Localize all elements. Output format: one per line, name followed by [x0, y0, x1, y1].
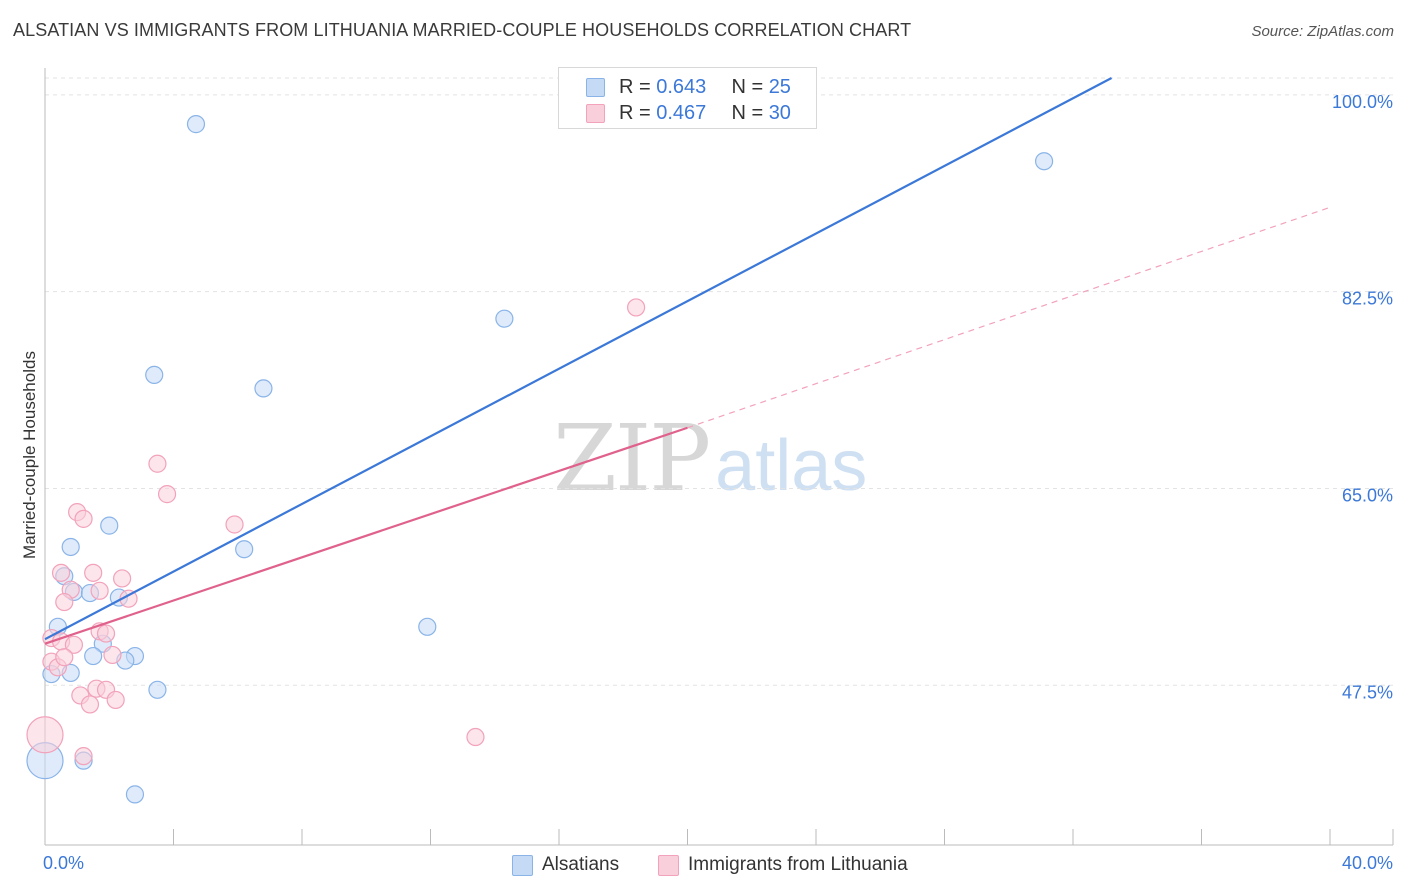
data-point-alsatians [495, 309, 514, 328]
data-point-alsatians [145, 365, 164, 385]
legend-row-alsatians: R = 0.643 N = 25 [586, 75, 791, 99]
correlation-legend: R = 0.643 N = 25 R = 0.467 N = 30 [558, 67, 817, 129]
data-point-lithuania [90, 581, 109, 600]
chart-title: ALSATIAN VS IMMIGRANTS FROM LITHUANIA MA… [13, 20, 912, 40]
data-point-lithuania [157, 485, 177, 504]
data-point-alsatians [235, 540, 254, 559]
data-point-lithuania [26, 716, 64, 754]
data-point-lithuania [80, 695, 100, 714]
legend-n-value: 25 [768, 75, 791, 98]
data-point-lithuania [55, 648, 74, 667]
legend-r-value: 0.643 [656, 75, 707, 98]
data-point-alsatians [100, 516, 119, 535]
data-point-lithuania [74, 509, 93, 528]
data-point-lithuania [74, 747, 93, 766]
data-point-alsatians [125, 785, 145, 804]
data-point-lithuania [84, 563, 103, 582]
data-point-lithuania [148, 454, 167, 473]
series-label-alsatians: Alsatians [542, 854, 620, 875]
data-point-lithuania [466, 727, 485, 747]
legend-n-label: N = [731, 101, 769, 124]
series-legend-lithuania[interactable]: Immigrants from Lithuania [658, 852, 908, 878]
series-label-lithuania: Immigrants from Lithuania [688, 854, 908, 875]
data-point-alsatians [84, 646, 103, 666]
x-tick-label: 40.0% [1342, 853, 1393, 873]
legend-n-label: N = [731, 75, 769, 98]
data-point-alsatians [1034, 152, 1054, 171]
trend-line-alsatians [44, 77, 1113, 641]
legend-r-label: R = [619, 101, 657, 124]
trend-line-lithuania [44, 426, 688, 645]
y-tick-label: 65.0% [1342, 485, 1393, 505]
data-point-alsatians [61, 537, 80, 557]
legend-row-lithuania: R = 0.467 N = 30 [586, 101, 791, 125]
data-point-lithuania [55, 592, 74, 612]
data-point-lithuania [626, 298, 646, 317]
legend-n-value: 30 [768, 101, 791, 124]
data-point-alsatians [254, 379, 273, 398]
legend-swatch-alsatians [586, 77, 605, 97]
data-point-lithuania [103, 645, 122, 665]
source-label: Source: ZipAtlas.com [1251, 23, 1394, 40]
y-tick-label: 100.0% [1332, 92, 1393, 112]
x-tick-label: 0.0% [43, 853, 84, 873]
legend-r-value: 0.467 [656, 101, 707, 124]
data-point-alsatians [186, 115, 206, 134]
data-point-lithuania [112, 569, 132, 588]
series-legend-alsatians[interactable]: Alsatians [512, 852, 619, 878]
data-point-lithuania [225, 515, 244, 534]
data-point-alsatians [418, 617, 437, 636]
data-point-lithuania [51, 563, 71, 582]
data-point-lithuania [106, 690, 125, 710]
series-legend: Alsatians Immigrants from Lithuania [0, 852, 1406, 878]
legend-swatch-lithuania [586, 103, 605, 123]
data-point-lithuania [64, 635, 84, 654]
y-tick-label: 82.5% [1342, 289, 1393, 309]
y-tick-label: 47.5% [1342, 682, 1393, 702]
series-swatch-alsatians [512, 854, 533, 876]
data-point-lithuania [96, 624, 116, 643]
data-point-alsatians [148, 680, 167, 699]
series-swatch-lithuania [658, 854, 679, 876]
trend-extension-lithuania [687, 206, 1331, 429]
legend-r-label: R = [619, 75, 657, 98]
